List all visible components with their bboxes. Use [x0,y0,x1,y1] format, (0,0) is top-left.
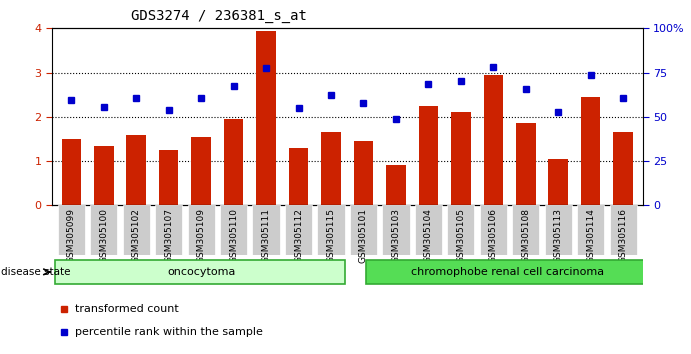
Text: GSM305099: GSM305099 [67,208,76,263]
Text: GSM305100: GSM305100 [100,208,108,263]
FancyBboxPatch shape [382,205,410,255]
FancyBboxPatch shape [57,205,85,255]
Text: GSM305111: GSM305111 [262,208,271,263]
Bar [614,132,633,205]
FancyBboxPatch shape [122,205,150,255]
FancyBboxPatch shape [512,205,540,255]
Text: GSM305113: GSM305113 [553,208,562,263]
Text: GSM305109: GSM305109 [197,208,206,263]
Text: oncocytoma: oncocytoma [167,267,236,277]
FancyBboxPatch shape [285,205,312,255]
Bar [191,137,211,205]
Text: GSM305115: GSM305115 [326,208,336,263]
Text: GDS3274 / 236381_s_at: GDS3274 / 236381_s_at [131,9,307,23]
Text: GSM305107: GSM305107 [164,208,173,263]
Bar [289,148,308,205]
FancyBboxPatch shape [350,205,377,255]
Bar [419,106,438,205]
Bar [126,135,146,205]
FancyBboxPatch shape [366,260,652,284]
Bar [321,132,341,205]
Text: transformed count: transformed count [75,304,179,314]
Text: GSM305112: GSM305112 [294,208,303,263]
Text: disease state: disease state [1,267,71,277]
FancyBboxPatch shape [55,260,345,284]
Text: GSM305116: GSM305116 [618,208,627,263]
Bar [354,141,373,205]
Bar [224,119,243,205]
Bar [256,30,276,205]
FancyBboxPatch shape [609,205,637,255]
FancyBboxPatch shape [577,205,605,255]
FancyBboxPatch shape [317,205,345,255]
FancyBboxPatch shape [252,205,280,255]
Text: GSM305103: GSM305103 [391,208,400,263]
FancyBboxPatch shape [220,205,247,255]
Text: GSM305110: GSM305110 [229,208,238,263]
FancyBboxPatch shape [155,205,182,255]
Text: GSM305105: GSM305105 [456,208,465,263]
Bar [516,124,536,205]
Bar [61,139,81,205]
Bar [94,145,113,205]
FancyBboxPatch shape [90,205,117,255]
Text: GSM305114: GSM305114 [586,208,595,263]
FancyBboxPatch shape [187,205,215,255]
Text: GSM305106: GSM305106 [489,208,498,263]
FancyBboxPatch shape [480,205,507,255]
FancyBboxPatch shape [415,205,442,255]
Text: GSM305104: GSM305104 [424,208,433,263]
Text: GSM305101: GSM305101 [359,208,368,263]
Bar [451,113,471,205]
Text: percentile rank within the sample: percentile rank within the sample [75,327,263,337]
Bar [549,159,568,205]
Text: GSM305108: GSM305108 [521,208,530,263]
Bar [484,75,503,205]
FancyBboxPatch shape [447,205,475,255]
FancyBboxPatch shape [545,205,572,255]
Text: chromophobe renal cell carcinoma: chromophobe renal cell carcinoma [411,267,605,277]
Text: GSM305102: GSM305102 [132,208,141,263]
Bar [581,97,600,205]
Bar [386,166,406,205]
Bar [159,150,178,205]
